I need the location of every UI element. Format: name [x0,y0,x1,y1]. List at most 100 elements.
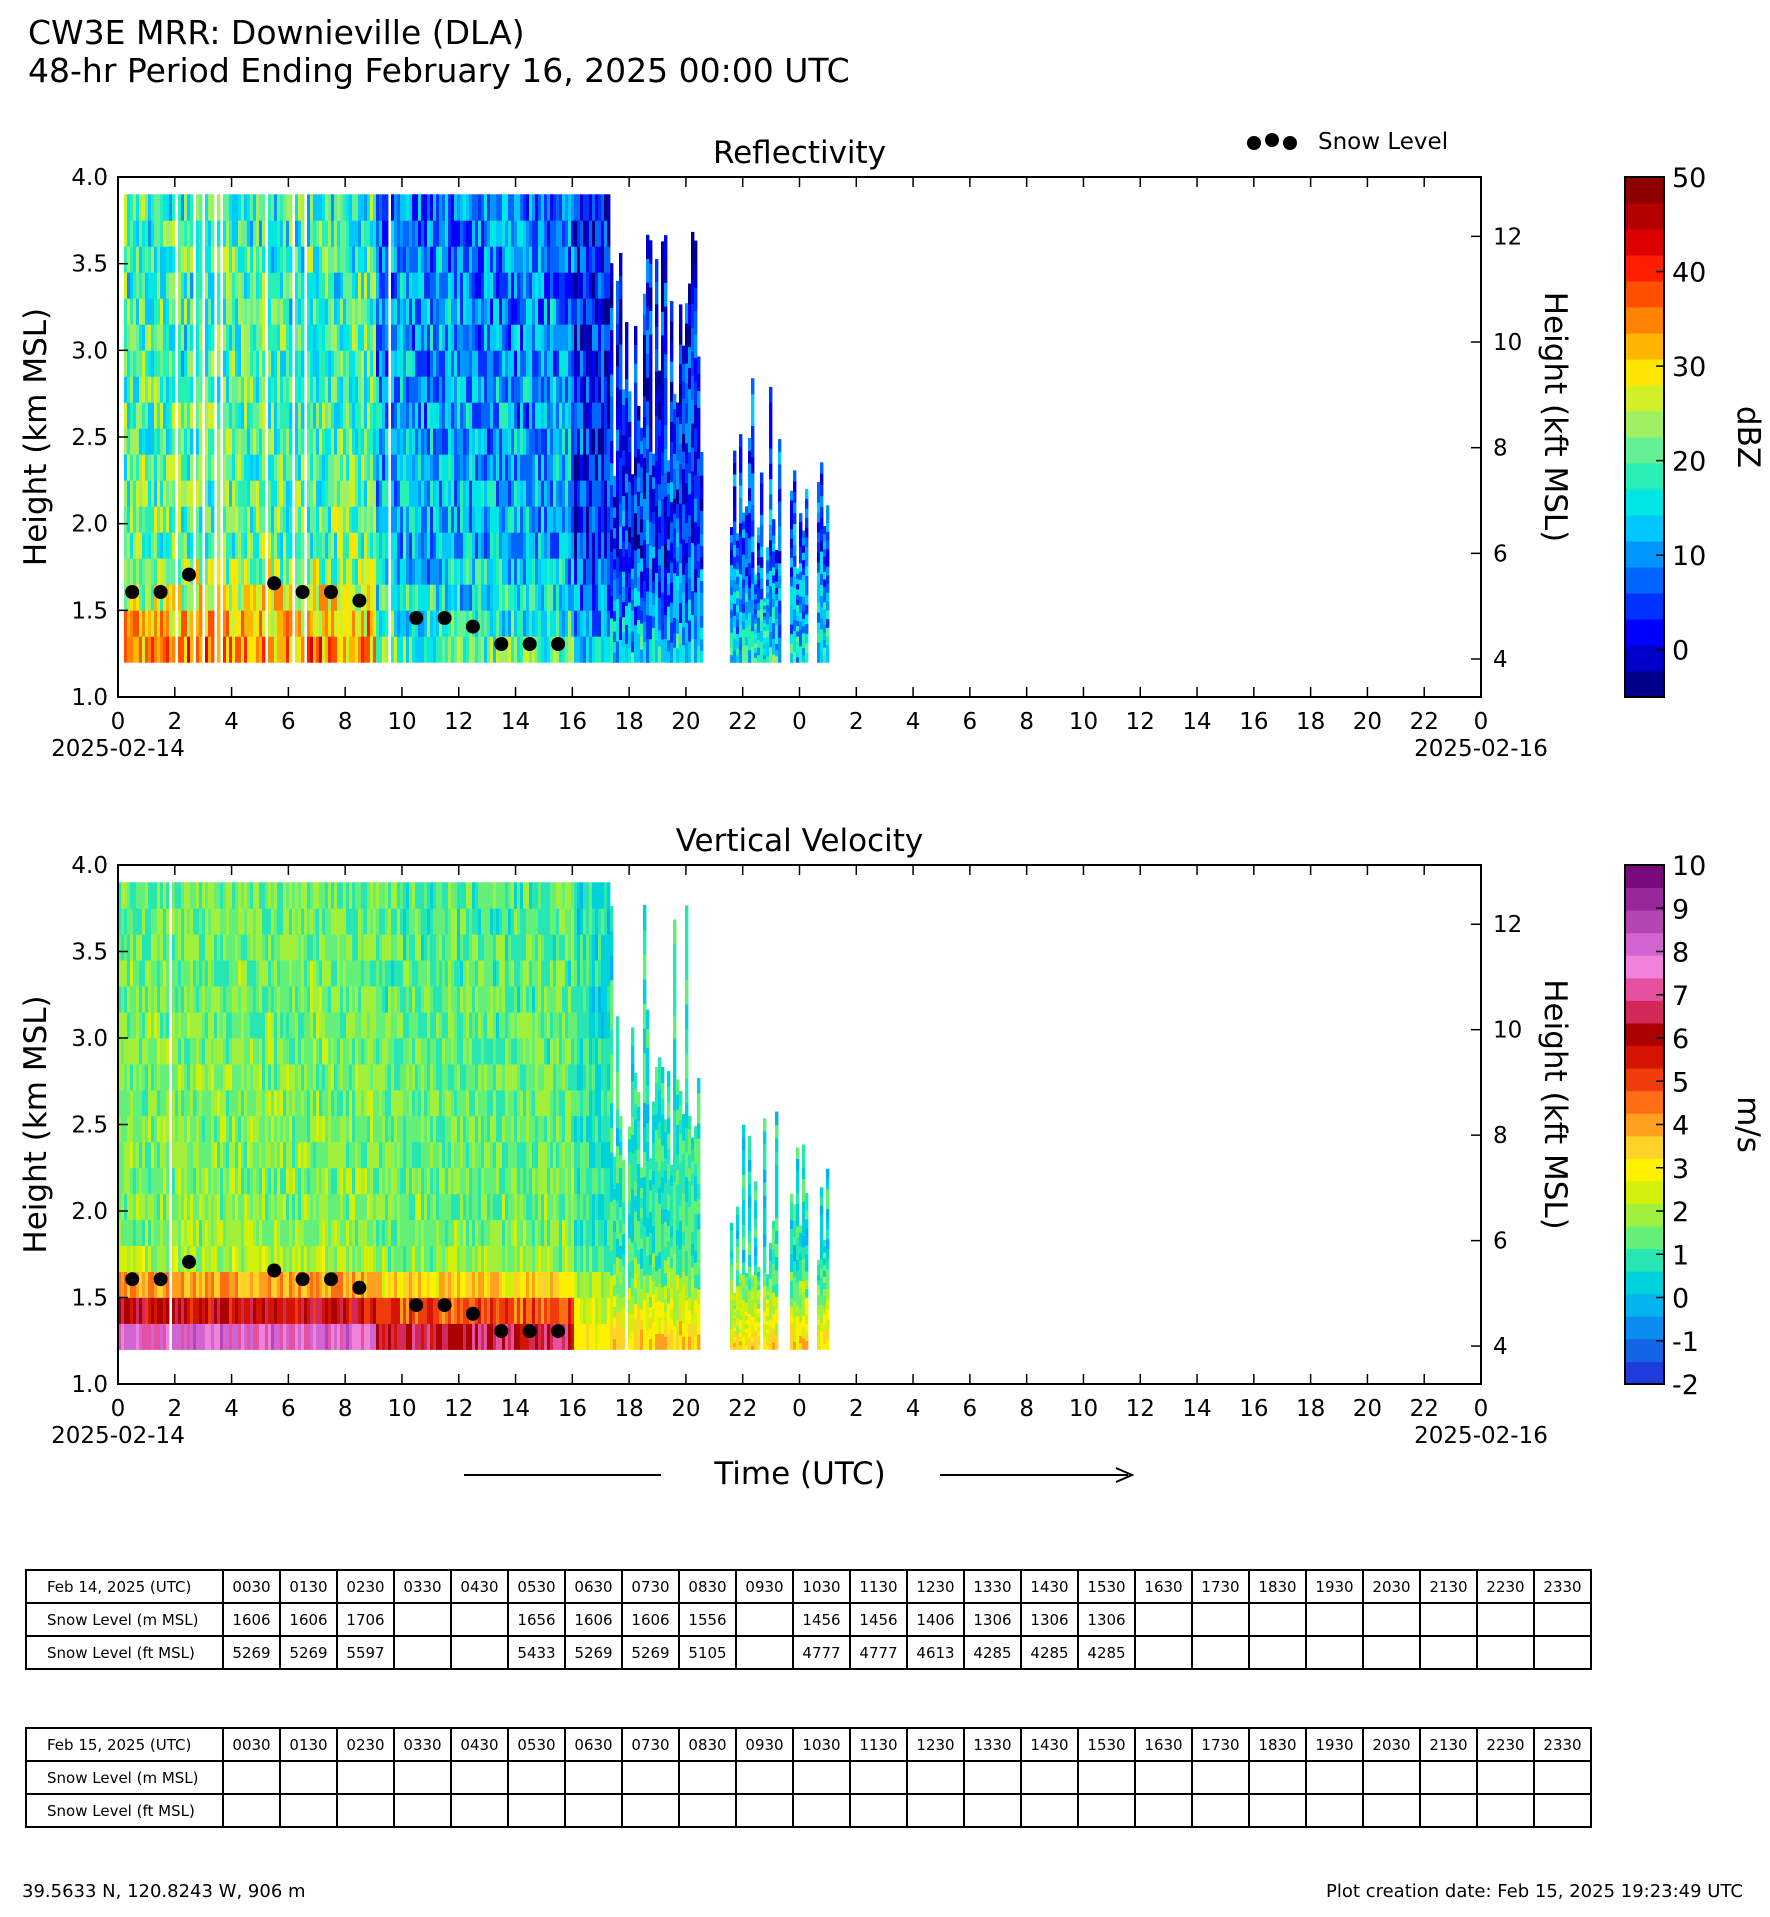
x-tick-label: 18 [614,1396,643,1422]
colorbar-swatch [1625,463,1664,490]
x-tick-label: 16 [1239,1396,1268,1422]
table-value-cell [1077,1793,1136,1828]
y2-tick-label: 12 [1493,912,1522,938]
x-tick-label: 8 [338,1396,353,1422]
snow-level-point [267,1263,282,1278]
y2-tick-label: 10 [1493,330,1522,356]
table-value-cell [393,1602,452,1637]
table-time-cell: 2030 [1362,1569,1421,1604]
table-time-cell: 1230 [906,1569,965,1604]
table-time-cell: 1330 [963,1727,1022,1762]
x-tick-label: 22 [728,709,757,735]
table-row: Snow Level (m MSL) [25,1760,1592,1795]
table-value-cell: 1456 [792,1602,851,1637]
x-axis-label: Time (UTC) [713,1456,885,1492]
y-axis-label: Height (km MSL) [18,995,54,1253]
table-value-cell [1362,1635,1421,1670]
table-time-cell: 0330 [393,1569,452,1604]
table-value-cell: 5269 [621,1635,680,1670]
colorbar-swatch [1625,1293,1664,1317]
x-tick-label: 20 [1353,709,1382,735]
table-value-cell: 4285 [1020,1635,1079,1670]
table-value-cell: 1406 [906,1602,965,1637]
table-time-cell: 2130 [1419,1727,1478,1762]
table-value-cell [1476,1602,1535,1637]
colorbar-swatch [1625,1361,1664,1385]
colorbar-swatch [1625,671,1664,698]
colorbar-tick-label: 6 [1672,1024,1689,1055]
x-tick-label: 10 [1069,1396,1098,1422]
colorbar-swatch [1625,229,1664,256]
colorbar-tick-label: 10 [1672,541,1706,572]
colorbar-swatch [1625,1180,1664,1204]
table-value-cell [393,1793,452,1828]
table-value-cell [1362,1602,1421,1637]
colorbar-swatch [1625,1226,1664,1250]
colorbar-swatch [1625,932,1664,956]
table-value-cell [1533,1602,1592,1637]
x-tick-label: 6 [281,1396,296,1422]
colorbar-swatch [1625,489,1664,516]
x-tick-label: 6 [963,1396,978,1422]
plot-creation-date: Plot creation date: Feb 15, 2025 19:23:4… [1326,1881,1743,1902]
table-time-cell: 1030 [792,1727,851,1762]
table-time-cell: 2030 [1362,1727,1421,1762]
time-axis-arrow-head [1115,1467,1135,1483]
y2-tick-label: 12 [1493,224,1522,250]
y-tick-label: 3.0 [71,1026,108,1052]
snow-level-point [324,1272,338,1287]
snow-level-point [295,585,310,599]
colorbar-swatch [1625,1113,1664,1137]
colorbar-swatch [1625,1068,1664,1092]
y-tick-label: 1.5 [71,1286,108,1312]
y2-tick-label: 6 [1493,541,1508,567]
x-tick-label: 8 [1019,1396,1034,1422]
table-row: Snow Level (ft MSL) [25,1793,1592,1828]
colorbar-tick-label: 1 [1672,1240,1689,1271]
snow-level-point [522,637,537,651]
table-time-cell: 2230 [1476,1727,1535,1762]
y2-axis-label: Height (kft MSL) [1537,979,1573,1230]
table-value-cell [1305,1635,1364,1670]
colorbar-tick-label: 5 [1672,1067,1689,1098]
table-value-cell: 4777 [792,1635,851,1670]
x-tick-label: 12 [444,709,473,735]
table-value-cell [507,1793,566,1828]
table-value-cell [1191,1793,1250,1828]
table-time-cell: 1130 [849,1569,908,1604]
colorbar-tick-label: 50 [1672,163,1706,194]
table-value-cell [1305,1793,1364,1828]
x-tick-label: 2 [167,709,182,735]
table-value-cell [678,1760,737,1795]
table-value-cell [336,1793,395,1828]
table-time-cell: 1530 [1077,1569,1136,1604]
table-time-cell: 0430 [450,1727,509,1762]
colorbar-swatch [1625,515,1664,542]
panel-title: Vertical Velocity [676,823,924,859]
x-tick-label: 4 [224,709,239,735]
colorbar-tick-label: 9 [1672,894,1689,925]
x-tick-label: 10 [1069,709,1098,735]
table-value-cell [1191,1760,1250,1795]
x-tick-label: 2 [167,1396,182,1422]
table-value-cell: 5269 [222,1635,281,1670]
colorbar-swatch [1625,1203,1664,1227]
snow-level-point [494,1324,509,1339]
colorbar-swatch [1625,910,1664,934]
table-time-cell: 2230 [1476,1569,1535,1604]
colorbar-swatch [1625,1045,1664,1069]
colorbar-swatch [1625,887,1664,911]
table-value-cell: 1456 [849,1602,908,1637]
table-row: Snow Level (m MSL) 1606 1606 1706 1656 1606 16… [25,1602,1592,1637]
snow-level-table-feb15: Feb 15, 2025 (UTC) 0030 0130 0230 0330 0430 05… [25,1727,1592,1828]
table-value-cell [792,1760,851,1795]
colorbar-swatch [1625,203,1664,230]
table-value-cell [735,1635,794,1670]
x-tick-label: 14 [501,1396,530,1422]
snow-level-point [409,611,424,625]
snow-level-point [437,1298,452,1313]
x-tick-label: 4 [906,1396,921,1422]
table-time-cell: 1630 [1134,1569,1193,1604]
colorbar-tick-label: 4 [1672,1111,1689,1142]
x-tick-label: 8 [1019,709,1034,735]
